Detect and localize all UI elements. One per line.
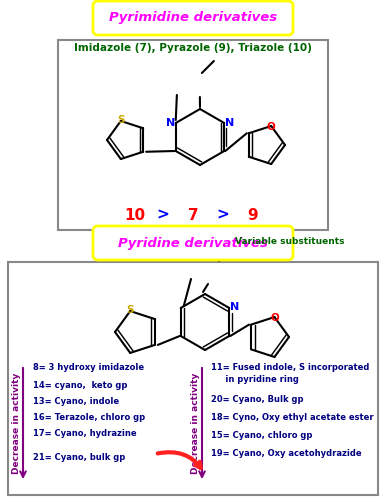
Text: 19= Cyano, Oxy acetohydrazide: 19= Cyano, Oxy acetohydrazide [211, 450, 362, 458]
Text: S: S [127, 305, 134, 315]
Text: S: S [117, 115, 125, 125]
Text: 20= Cyano, Bulk gp: 20= Cyano, Bulk gp [211, 396, 303, 404]
Text: N: N [225, 118, 234, 128]
FancyBboxPatch shape [93, 226, 293, 260]
Text: 16= Terazole, chloro gp: 16= Terazole, chloro gp [33, 414, 145, 422]
Text: 7: 7 [188, 208, 198, 222]
Text: Imidazole (7), Pyrazole (9), Triazole (10): Imidazole (7), Pyrazole (9), Triazole (1… [74, 43, 312, 53]
Text: Pyridine derivatives: Pyridine derivatives [118, 236, 268, 250]
Text: >: > [217, 208, 229, 222]
FancyBboxPatch shape [58, 40, 328, 230]
Text: >: > [157, 208, 169, 222]
Text: 14= cyano,  keto gp: 14= cyano, keto gp [33, 382, 127, 390]
Text: O: O [267, 122, 276, 132]
Text: 8= 3 hydroxy imidazole: 8= 3 hydroxy imidazole [33, 364, 144, 372]
FancyBboxPatch shape [8, 262, 378, 495]
Text: 11= Fused indole, S incorporated: 11= Fused indole, S incorporated [211, 364, 369, 372]
Text: in pyridine ring: in pyridine ring [211, 376, 299, 384]
Text: N: N [166, 118, 175, 128]
Text: O: O [270, 313, 279, 323]
Text: Variable substituents: Variable substituents [235, 236, 344, 246]
Text: 17= Cyano, hydrazine: 17= Cyano, hydrazine [33, 430, 137, 438]
Text: 15= Cyano, chloro gp: 15= Cyano, chloro gp [211, 430, 312, 440]
Text: Decrease in activity: Decrease in activity [191, 372, 200, 474]
Text: 21= Cyano, bulk gp: 21= Cyano, bulk gp [33, 454, 125, 462]
Text: 13= Cyano, indole: 13= Cyano, indole [33, 398, 119, 406]
FancyBboxPatch shape [93, 1, 293, 35]
Text: 9: 9 [248, 208, 258, 222]
Text: N: N [230, 302, 239, 312]
Text: Pyrimidine derivatives: Pyrimidine derivatives [109, 12, 277, 24]
Text: 18= Cyno, Oxy ethyl acetate ester: 18= Cyno, Oxy ethyl acetate ester [211, 414, 374, 422]
Text: Decrease in activity: Decrease in activity [12, 372, 22, 474]
Text: 10: 10 [124, 208, 146, 222]
